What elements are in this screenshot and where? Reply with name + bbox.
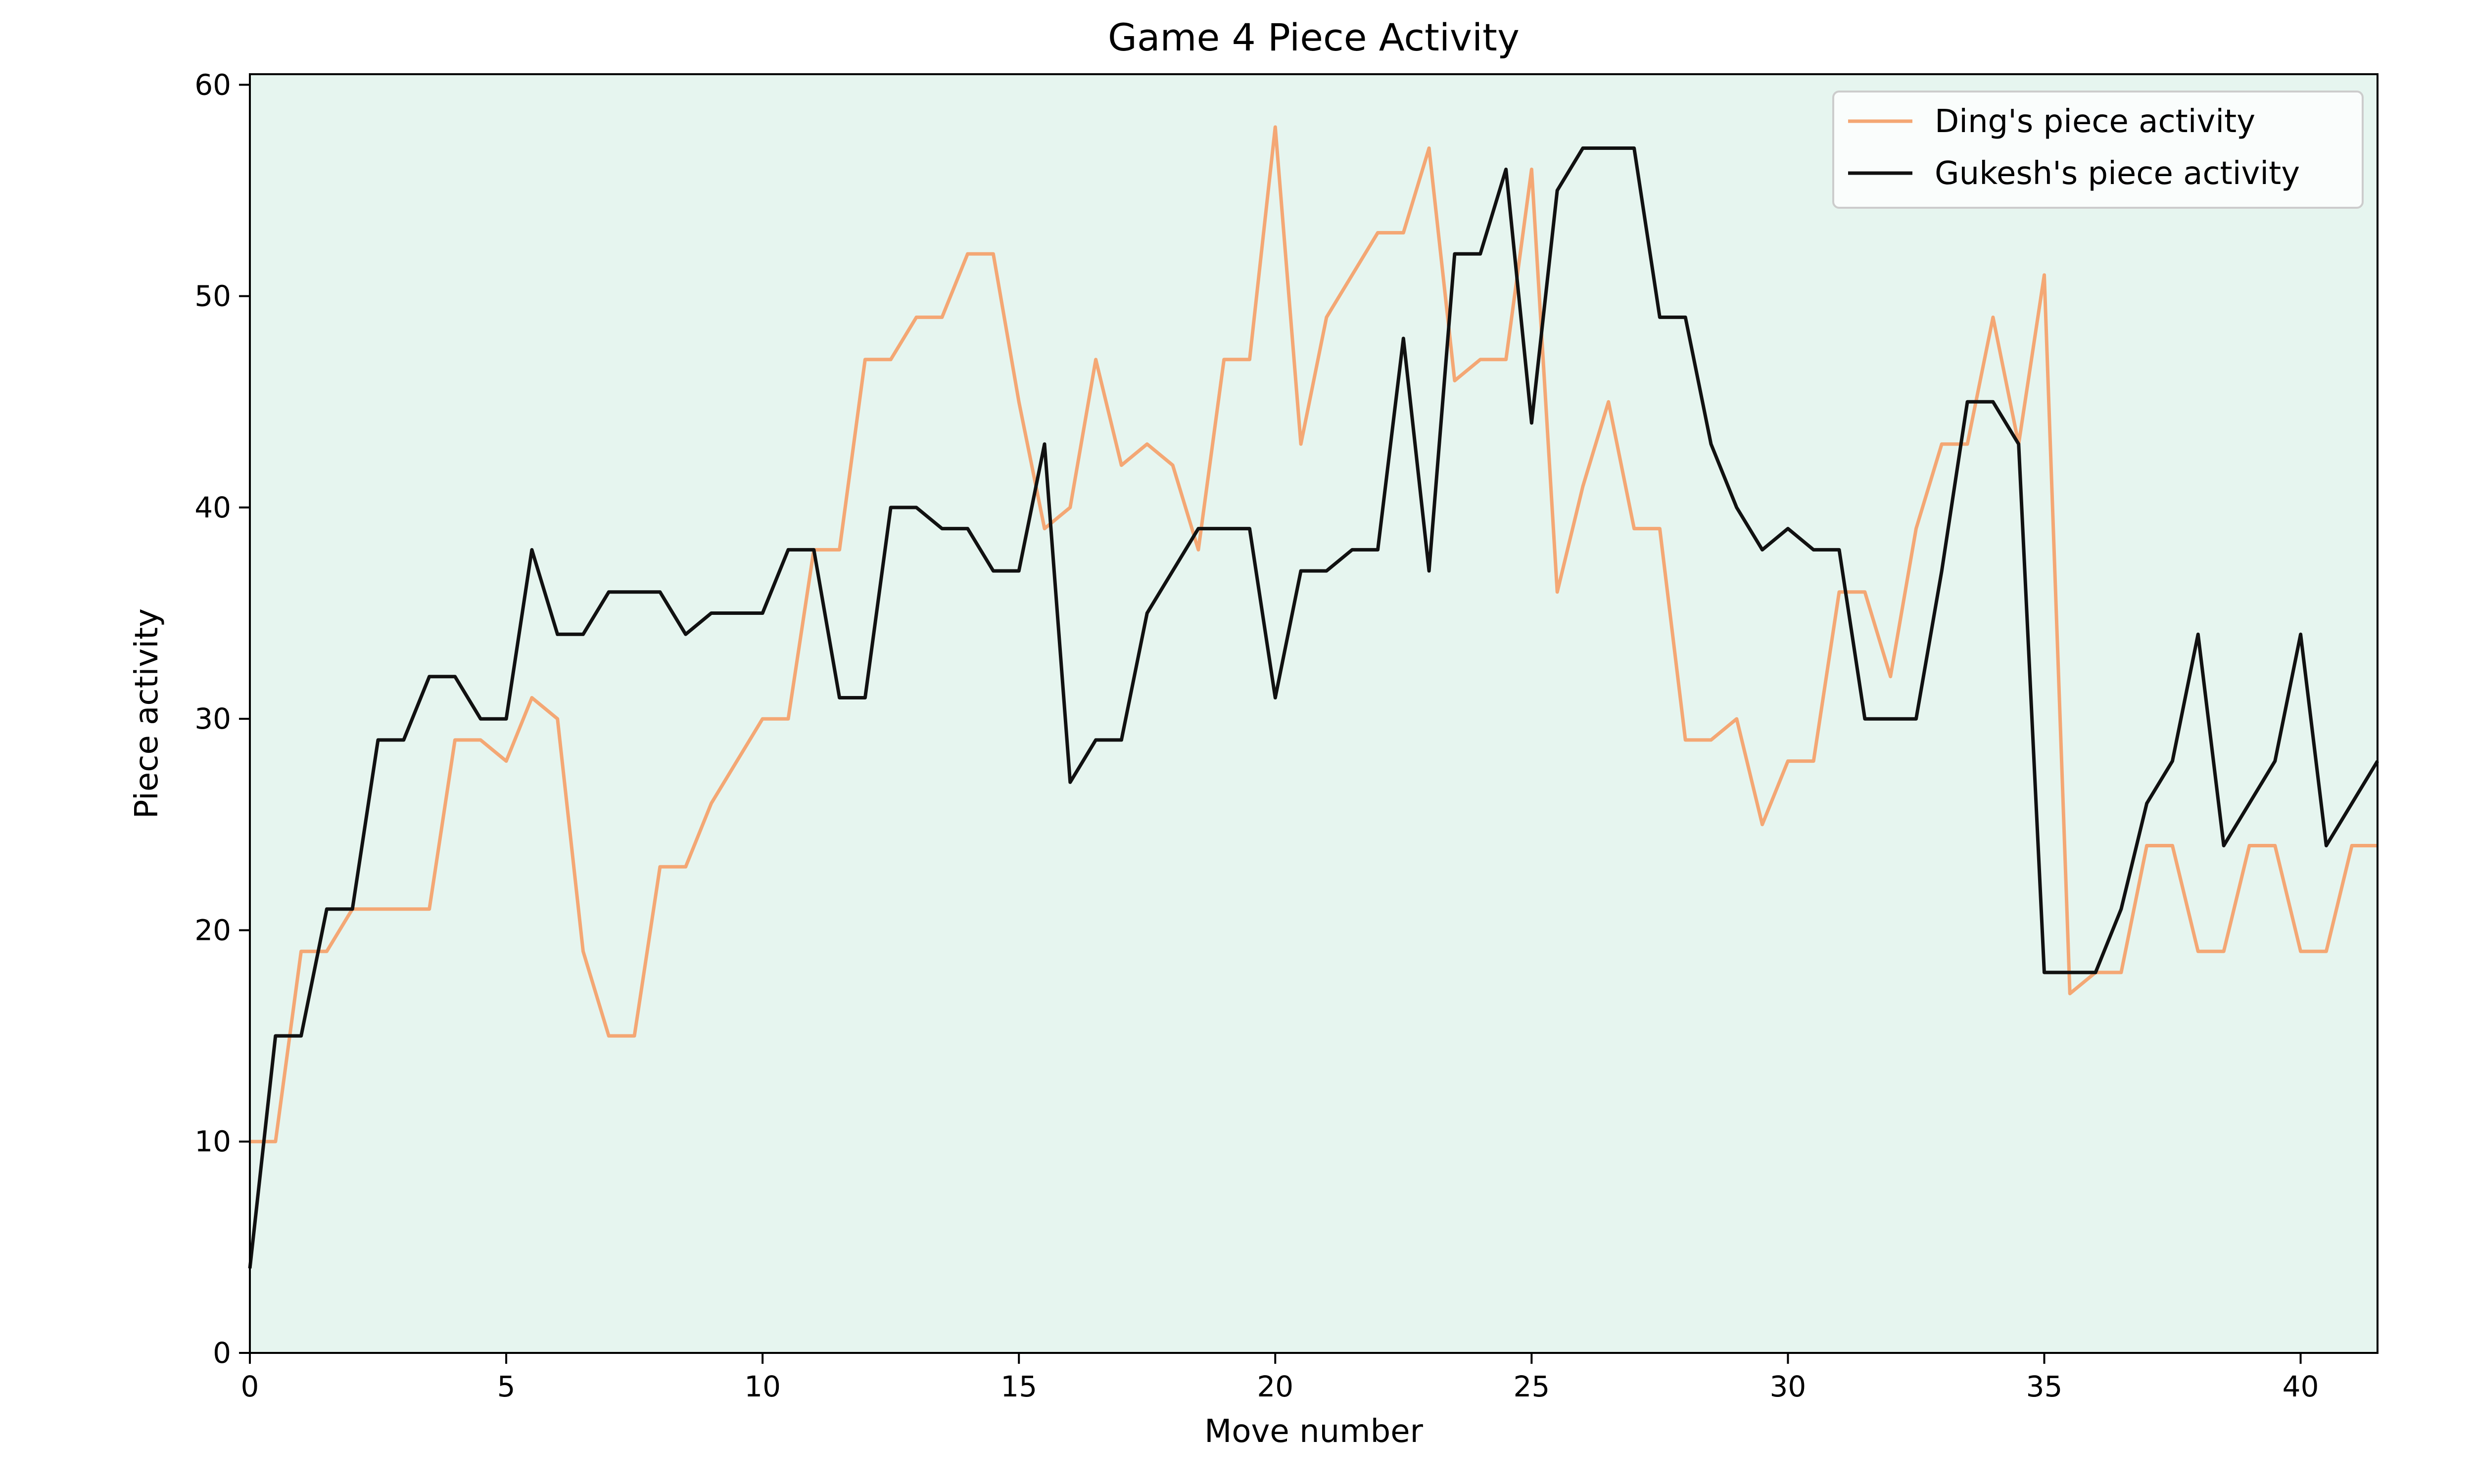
x-tick-label: 15 xyxy=(1000,1370,1037,1403)
x-tick-label: 5 xyxy=(497,1370,516,1403)
legend-label-2: Gukesh's piece activity xyxy=(1935,155,2300,192)
x-axis: 0 5 10 15 20 25 30 35 40 xyxy=(241,1353,2319,1403)
legend-box xyxy=(1832,91,2364,209)
x-tick-label: 35 xyxy=(2026,1370,2063,1403)
x-tick-label: 25 xyxy=(1513,1370,1550,1403)
legend-label-1: Ding's piece activity xyxy=(1935,103,2255,140)
y-tick-label: 0 xyxy=(213,1336,231,1370)
y-axis-label: Piece activity xyxy=(129,608,165,819)
x-tick-label: 20 xyxy=(1257,1370,1293,1403)
y-tick-label: 30 xyxy=(194,702,231,736)
plot-frame xyxy=(249,73,2379,1354)
y-tick-label: 50 xyxy=(194,279,231,313)
series-line-1 xyxy=(250,125,2378,1144)
x-axis-label: Move number xyxy=(1204,1413,1423,1450)
chart-title: Game 4 Piece Activity xyxy=(1108,15,1520,59)
y-tick-label: 60 xyxy=(194,68,231,101)
y-axis: 0 10 20 30 40 50 60 xyxy=(194,68,250,1370)
x-tick-label: 0 xyxy=(241,1370,259,1403)
series-layer xyxy=(248,125,2379,1269)
series-line-2 xyxy=(248,146,2379,1269)
y-tick-label: 40 xyxy=(194,491,231,524)
y-tick-label: 20 xyxy=(194,913,231,947)
x-tick-label: 30 xyxy=(1770,1370,1807,1403)
legend: Ding's piece activity Gukesh's piece acti… xyxy=(1832,91,2364,209)
x-tick-label: 10 xyxy=(744,1370,781,1403)
plot-area xyxy=(250,74,2378,1353)
y-tick-label: 10 xyxy=(194,1125,231,1159)
x-tick-label: 40 xyxy=(2283,1370,2319,1403)
